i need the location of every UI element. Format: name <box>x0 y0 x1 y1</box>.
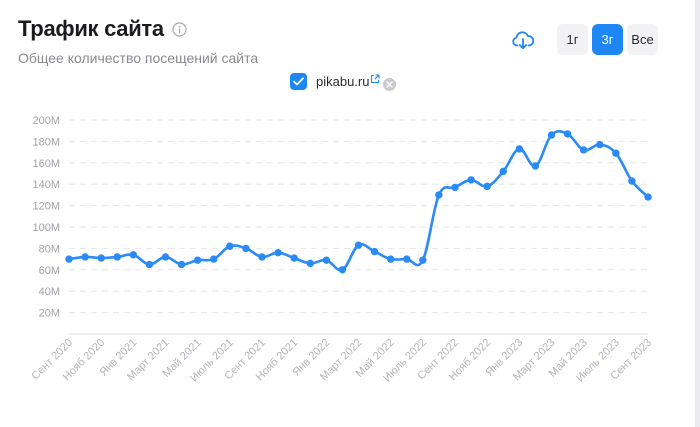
data-point <box>467 176 475 184</box>
y-tick-label: 60M <box>39 265 60 277</box>
data-point <box>483 182 491 191</box>
y-tick-label: 40M <box>39 286 60 298</box>
data-point <box>322 256 331 264</box>
y-tick-label: 200M <box>32 115 60 127</box>
title-row: Трафик сайта <box>18 16 258 42</box>
data-point <box>370 247 379 256</box>
data-point <box>258 253 266 261</box>
series-line <box>67 129 650 272</box>
data-point <box>113 253 121 261</box>
data-point <box>354 241 363 249</box>
data-point <box>161 253 170 261</box>
legend: pikabu.ru <box>290 71 397 91</box>
data-point <box>628 177 636 185</box>
data-point <box>596 140 604 149</box>
data-point <box>579 146 588 154</box>
y-tick-label: 100M <box>32 222 60 234</box>
data-point <box>531 162 540 170</box>
cloud-download-icon[interactable] <box>511 28 535 52</box>
data-point <box>274 248 282 257</box>
y-tick-label: 180M <box>32 136 60 148</box>
y-tick-label: 20M <box>39 308 60 320</box>
data-point <box>612 149 620 157</box>
data-point <box>515 145 524 153</box>
data-point <box>499 167 507 176</box>
y-tick-label: 160M <box>32 158 60 170</box>
subtitle: Общее количество посещений сайта <box>18 50 259 66</box>
data-point <box>65 255 73 263</box>
y-tick-label: 80M <box>39 243 60 255</box>
info-icon[interactable] <box>172 21 187 37</box>
data-point <box>338 266 347 274</box>
data-point <box>177 260 186 269</box>
checkmark-icon <box>293 77 304 86</box>
data-point <box>210 255 218 263</box>
data-point <box>193 256 202 264</box>
header: Трафик сайта Общее количество посещений … <box>18 16 258 66</box>
data-point <box>226 242 234 250</box>
data-point <box>242 244 250 253</box>
data-point <box>97 254 105 262</box>
series-checkbox[interactable] <box>290 73 307 90</box>
external-link-icon[interactable] <box>370 71 381 83</box>
page-title: Трафик сайта <box>18 16 164 41</box>
y-tick-label: 120M <box>32 201 60 213</box>
data-point <box>145 260 154 269</box>
data-point <box>386 255 395 263</box>
remove-series-icon[interactable] <box>383 78 397 91</box>
data-point <box>290 254 298 262</box>
range-all-button[interactable]: Все <box>627 24 658 55</box>
data-point <box>129 251 138 259</box>
data-point <box>435 191 443 199</box>
data-point <box>403 255 411 263</box>
data-point <box>306 259 314 268</box>
data-point <box>81 253 89 261</box>
data-point <box>451 183 459 192</box>
series-label[interactable]: pikabu.ru <box>316 74 370 89</box>
data-point <box>563 130 572 138</box>
y-tick-label: 140M <box>32 179 60 191</box>
range-1y-button[interactable]: 1г <box>557 24 588 55</box>
data-point <box>547 131 556 139</box>
range-3y-button[interactable]: 3г <box>592 24 623 55</box>
data-point <box>644 193 652 201</box>
range-controls: 1г 3г Все <box>511 24 658 55</box>
scroll-edge <box>695 0 700 427</box>
data-point <box>419 256 427 264</box>
